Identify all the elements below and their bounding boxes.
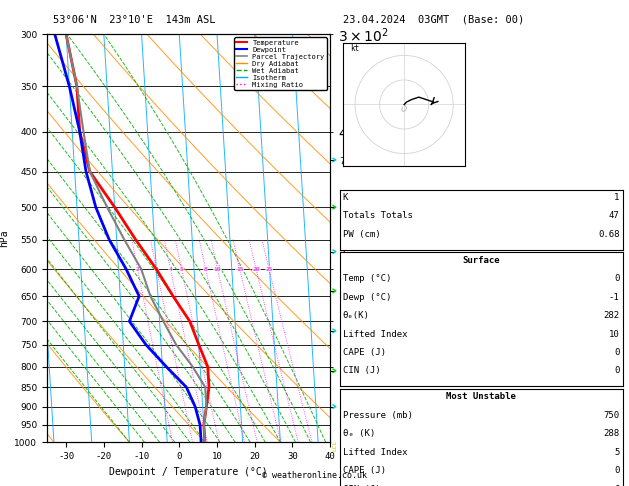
Text: © weatheronline.co.uk: © weatheronline.co.uk <box>262 471 367 480</box>
Text: 0: 0 <box>614 485 620 486</box>
Text: Lifted Index: Lifted Index <box>343 330 408 339</box>
Text: 5: 5 <box>180 266 183 272</box>
Text: 20: 20 <box>252 266 260 272</box>
Text: 0: 0 <box>614 348 620 357</box>
Text: 2: 2 <box>136 266 140 272</box>
Legend: Temperature, Dewpoint, Parcel Trajectory, Dry Adiabat, Wet Adiabat, Isotherm, Mi: Temperature, Dewpoint, Parcel Trajectory… <box>235 37 326 90</box>
Text: kt: kt <box>350 44 359 52</box>
Text: Dewp (°C): Dewp (°C) <box>343 293 391 302</box>
Text: 15: 15 <box>236 266 243 272</box>
Text: 0: 0 <box>614 366 620 376</box>
Text: CIN (J): CIN (J) <box>343 366 381 376</box>
Text: 53°06'N  23°10'E  143m ASL: 53°06'N 23°10'E 143m ASL <box>53 15 216 25</box>
Text: 10: 10 <box>214 266 221 272</box>
Text: 0: 0 <box>614 274 620 283</box>
Text: 10: 10 <box>609 330 620 339</box>
X-axis label: Dewpoint / Temperature (°C): Dewpoint / Temperature (°C) <box>109 467 268 477</box>
Text: -1: -1 <box>609 293 620 302</box>
Y-axis label: km
ASL: km ASL <box>391 231 411 245</box>
Text: Pressure (mb): Pressure (mb) <box>343 411 413 420</box>
Text: 0.68: 0.68 <box>598 230 620 239</box>
Text: 750: 750 <box>603 411 620 420</box>
Text: 4: 4 <box>169 266 172 272</box>
Text: 5: 5 <box>614 448 620 457</box>
Text: LCL: LCL <box>333 440 337 451</box>
Text: 47: 47 <box>609 211 620 221</box>
Text: θₑ(K): θₑ(K) <box>343 311 370 320</box>
Text: 288: 288 <box>603 429 620 438</box>
Text: Temp (°C): Temp (°C) <box>343 274 391 283</box>
Text: 8: 8 <box>204 266 208 272</box>
Text: 23.04.2024  03GMT  (Base: 00): 23.04.2024 03GMT (Base: 00) <box>343 15 524 25</box>
Text: CAPE (J): CAPE (J) <box>343 466 386 475</box>
Text: Surface: Surface <box>462 256 500 265</box>
Text: θₑ (K): θₑ (K) <box>343 429 375 438</box>
Text: 0: 0 <box>614 466 620 475</box>
Text: K: K <box>343 193 348 202</box>
Text: Lifted Index: Lifted Index <box>343 448 408 457</box>
Text: PW (cm): PW (cm) <box>343 230 381 239</box>
Text: 1: 1 <box>614 193 620 202</box>
Text: 25: 25 <box>265 266 273 272</box>
Text: CAPE (J): CAPE (J) <box>343 348 386 357</box>
Text: 282: 282 <box>603 311 620 320</box>
Text: Totals Totals: Totals Totals <box>343 211 413 221</box>
Text: 3: 3 <box>155 266 159 272</box>
Text: CIN (J): CIN (J) <box>343 485 381 486</box>
Y-axis label: hPa: hPa <box>0 229 9 247</box>
Text: Most Unstable: Most Unstable <box>446 392 516 401</box>
